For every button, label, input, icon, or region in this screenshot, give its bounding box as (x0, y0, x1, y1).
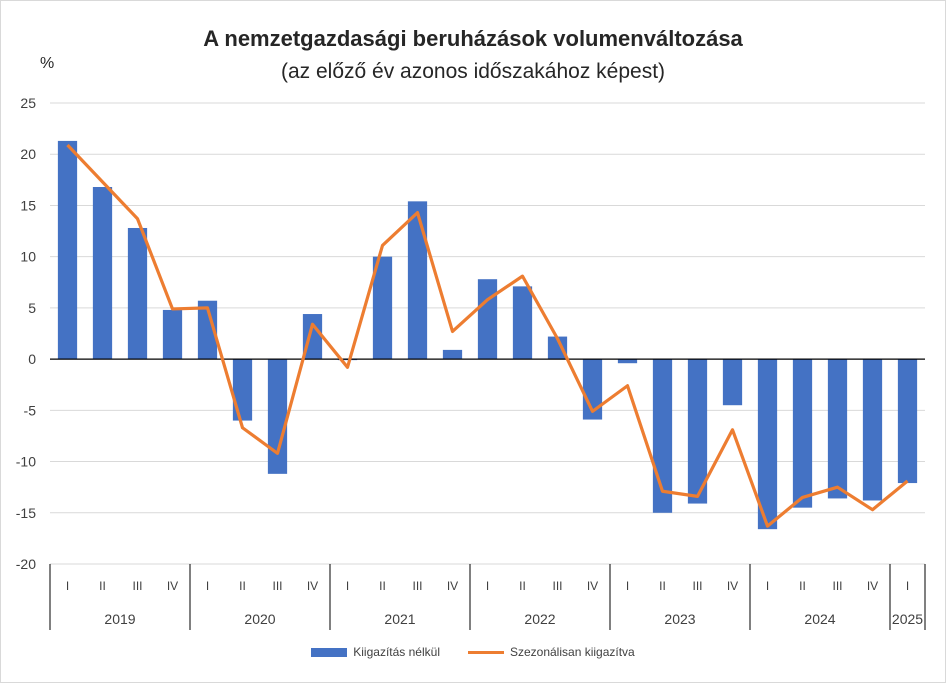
x-tick-label-quarter: III (692, 579, 702, 593)
x-tick-label-quarter: I (906, 579, 909, 593)
bar (617, 359, 638, 364)
x-tick-label-year: 2019 (104, 611, 135, 627)
bar (127, 227, 148, 360)
x-tick-label-quarter: IV (727, 579, 738, 593)
y-tick-label: -5 (24, 402, 37, 418)
bar (792, 359, 813, 508)
x-tick-label-quarter: III (272, 579, 282, 593)
bar (862, 359, 883, 501)
bar (407, 201, 428, 360)
x-tick-label-quarter: II (99, 579, 106, 593)
legend-label-unadjusted: Kiigazítás nélkül (353, 645, 440, 659)
x-tick-label-quarter: I (206, 579, 209, 593)
x-tick-label-year: 2022 (524, 611, 555, 627)
x-tick-label-quarter: II (799, 579, 806, 593)
x-tick-label-quarter: III (832, 579, 842, 593)
bar (477, 279, 498, 360)
bar (232, 359, 253, 421)
x-tick-label-quarter: IV (867, 579, 878, 593)
bar (197, 300, 218, 360)
x-tick-label-quarter: IV (167, 579, 178, 593)
x-tick-label-quarter: IV (447, 579, 458, 593)
bar (687, 359, 708, 504)
y-tick-label: -10 (16, 454, 36, 470)
chart-subtitle: (az előző év azonos időszakához képest) (280, 60, 666, 83)
x-tick-label-quarter: III (552, 579, 562, 593)
legend-label-seasonally-adjusted: Szezonálisan kiigazítva (509, 645, 635, 659)
x-tick-label-quarter: II (519, 579, 526, 593)
legend-swatch-bar (311, 647, 348, 657)
x-tick-label-quarter: IV (307, 579, 318, 593)
bar (547, 336, 568, 360)
x-tick-label-quarter: II (239, 579, 246, 593)
bar (722, 359, 743, 406)
y-tick-label: -15 (16, 505, 36, 521)
x-tick-label-quarter: I (626, 579, 629, 593)
x-tick-label-quarter: I (66, 579, 69, 593)
bar (162, 309, 183, 360)
bar (512, 286, 533, 360)
chart-title: A nemzetgazdasági beruházások volumenvál… (203, 26, 743, 51)
bar (827, 359, 848, 499)
y-tick-label: 15 (20, 197, 36, 213)
bar (57, 140, 78, 360)
bar (267, 359, 288, 474)
x-tick-label-quarter: III (412, 579, 422, 593)
y-tick-label: 20 (20, 146, 36, 162)
bar (757, 359, 778, 530)
x-tick-label-quarter: I (346, 579, 349, 593)
x-tick-label-quarter: II (659, 579, 666, 593)
y-tick-label: 5 (28, 300, 36, 316)
y-tick-label: -20 (16, 556, 36, 572)
x-tick-label-year: 2025 (892, 611, 923, 627)
bar (897, 359, 918, 484)
y-axis-unit-label: % (40, 55, 55, 72)
bar (372, 256, 393, 360)
x-tick-label-quarter: IV (587, 579, 598, 593)
y-tick-label: 25 (20, 95, 36, 111)
bar (442, 349, 463, 360)
legend-item-unadjusted: Kiigazítás nélkül (311, 645, 440, 659)
x-tick-label-year: 2023 (664, 611, 695, 627)
y-tick-label: 0 (28, 351, 36, 367)
line-series-seasonally-adjusted (66, 143, 909, 528)
y-tick-label: 10 (20, 249, 36, 265)
x-tick-label-quarter: III (132, 579, 142, 593)
bar (92, 187, 113, 360)
x-tick-label-year: 2024 (804, 611, 835, 627)
legend-item-seasonally-adjusted: Szezonálisan kiigazítva (467, 645, 635, 659)
legend: Kiigazítás nélkül Szezonálisan kiigazítv… (0, 645, 946, 659)
legend-swatch-line (467, 650, 504, 654)
x-tick-label-year: 2021 (384, 611, 415, 627)
x-tick-label-quarter: I (766, 579, 769, 593)
x-tick-label-quarter: I (486, 579, 489, 593)
x-tick-label-year: 2020 (244, 611, 275, 627)
x-tick-label-quarter: II (379, 579, 386, 593)
